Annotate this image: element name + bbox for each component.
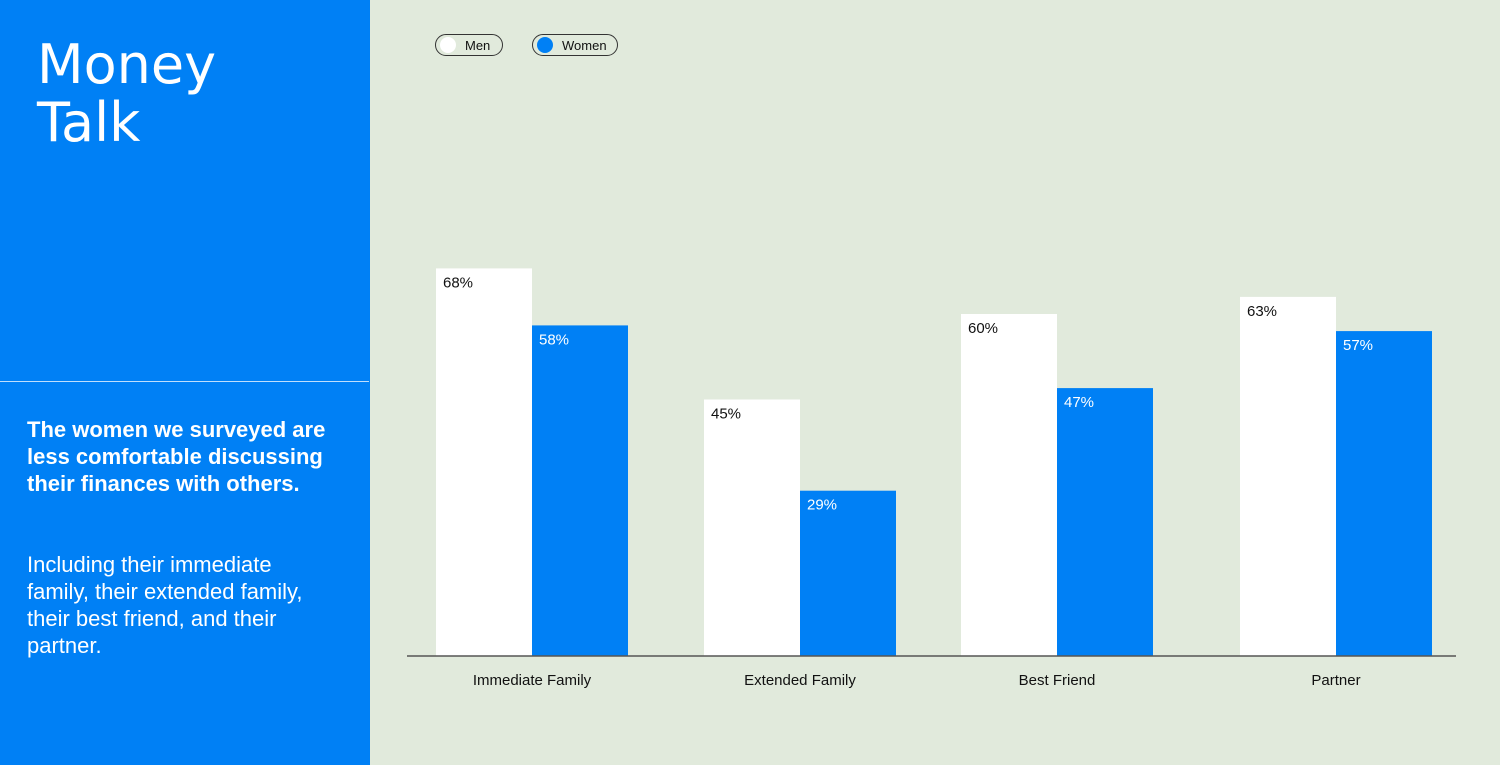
bar-women-partner: [1336, 331, 1432, 656]
bar-women-immediate-family: [532, 325, 628, 656]
headline-text: The women we surveyed are less comfortab…: [27, 417, 326, 496]
sidebar-panel: Money Talk The women we surveyed are les…: [0, 0, 370, 765]
bar-chart: 68% 58% Immediate Family 45% 29% Extended Fam…: [407, 268, 1456, 689]
page-title: Money Talk: [37, 36, 216, 152]
data-label-men-best-friend: 60%: [968, 320, 998, 337]
data-label-men-immediate-family: 68%: [443, 274, 473, 291]
sidebar-divider: [0, 381, 369, 382]
data-label-men-extended-family: 45%: [711, 406, 741, 423]
bar-women-extended-family: [800, 490, 896, 656]
body-text: Including their immediate family, their …: [27, 552, 303, 658]
bar-men-extended-family: [704, 399, 800, 656]
bar-men-immediate-family: [436, 268, 532, 656]
legend-label-men: Men: [465, 37, 491, 53]
title-line-2: Talk: [37, 91, 141, 154]
data-label-women-extended-family: 29%: [807, 497, 837, 514]
legend-swatch-men: [440, 37, 456, 53]
legend-item-men[interactable]: Men: [435, 34, 503, 56]
bar-men-best-friend: [961, 314, 1057, 656]
x-tick-label-immediate-family: Immediate Family: [473, 672, 592, 689]
x-tick-label-partner: Partner: [1311, 672, 1360, 689]
data-label-men-partner: 63%: [1247, 303, 1277, 320]
data-label-women-immediate-family: 58%: [539, 331, 569, 348]
title-line-1: Money: [37, 33, 217, 96]
bar-men-partner: [1240, 296, 1336, 656]
legend-item-women[interactable]: Women: [532, 34, 618, 56]
chart-area: Men Women 68% 58% Immediate Family 45% 29% Ex…: [370, 0, 1500, 765]
data-label-women-best-friend: 47%: [1064, 394, 1094, 411]
bar-women-best-friend: [1057, 388, 1153, 656]
legend-swatch-women: [537, 37, 553, 53]
legend-label-women: Women: [562, 37, 607, 53]
data-label-women-partner: 57%: [1343, 337, 1373, 354]
x-tick-label-best-friend: Best Friend: [1019, 672, 1096, 689]
x-tick-label-extended-family: Extended Family: [744, 672, 856, 689]
